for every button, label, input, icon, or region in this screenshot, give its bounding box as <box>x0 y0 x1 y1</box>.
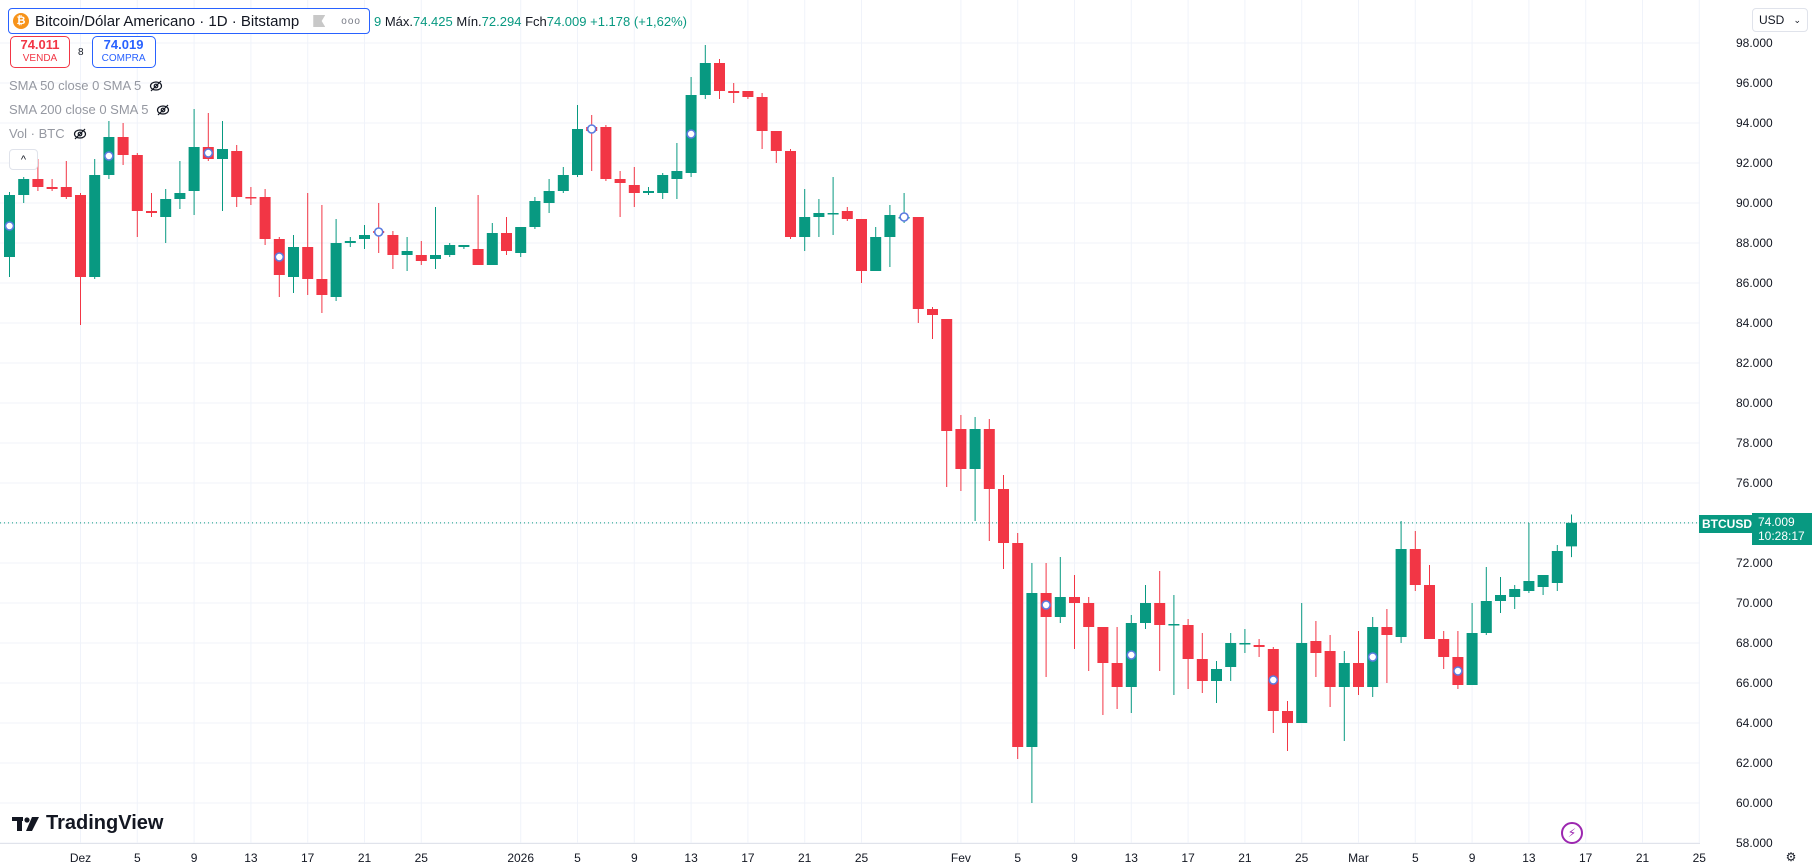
time-tick-label: 13 <box>244 851 258 865</box>
change-value: +1.178 (+1,62%) <box>590 13 687 29</box>
chevron-up-icon: ^ <box>20 153 27 166</box>
time-tick-label: 17 <box>741 851 755 865</box>
symbol-title: Bitcoin/Dólar Americano · 1D · Bitstamp <box>35 12 300 30</box>
time-tick-label: 25 <box>1692 851 1706 865</box>
open-value-partial: 9 <box>373 13 382 29</box>
price-tick-label: 82.000 <box>1736 356 1773 370</box>
eye-off-icon[interactable] <box>73 127 87 141</box>
buy-label: COMPRA <box>101 53 146 64</box>
close-value: 74.009 <box>546 13 587 29</box>
price-tick-label: 70.000 <box>1736 596 1773 610</box>
indicator-label: SMA 200 close 0 SMA 5 <box>9 102 149 117</box>
logo-text: TradingView <box>46 812 164 834</box>
price-tick-label: 64.000 <box>1736 716 1773 730</box>
flag-icon[interactable] <box>313 15 326 27</box>
price-tick-label: 90.000 <box>1736 196 1773 210</box>
time-tick-label: 13 <box>1522 851 1536 865</box>
currency-dropdown[interactable]: USD ⌄ <box>1752 8 1808 32</box>
tradingview-logo[interactable]: TradingView <box>12 812 163 835</box>
time-tick-label: 5 <box>133 851 141 865</box>
tradingview-logo-icon <box>12 816 39 831</box>
time-tick-label: 25 <box>1295 851 1309 865</box>
price-tick-label: 62.000 <box>1736 756 1773 770</box>
ohlc-values: 9 Máx.74.425 Mín.72.294 Fch74.009 +1.178… <box>374 14 687 29</box>
bolt-glyph: ⚡ <box>1567 826 1577 840</box>
currency-label: USD <box>1759 13 1785 27</box>
price-tick-label: 84.000 <box>1736 316 1773 330</box>
time-tick-label: 2026 <box>507 851 535 865</box>
indicator-label: SMA 50 close 0 SMA 5 <box>9 78 142 93</box>
price-tick-label: 86.000 <box>1736 276 1773 290</box>
time-tick-label: Mar <box>1348 851 1369 865</box>
price-tick-label: 96.000 <box>1736 76 1773 90</box>
collapse-legend-button[interactable]: ^ <box>9 149 38 170</box>
time-tick-label: 9 <box>1071 851 1078 865</box>
eye-off-icon[interactable] <box>149 79 163 93</box>
chart-legend: ₿ Bitcoin/Dólar Americano · 1D · Bitstam… <box>8 8 687 34</box>
time-tick-label: 21 <box>1635 851 1650 865</box>
trade-buttons: 74.011 VENDA 8 74.019 COMPRA <box>10 36 156 68</box>
gear-glyph: ⚙ <box>1785 850 1797 864</box>
price-tick-label: 60.000 <box>1736 796 1773 810</box>
indicator-sma200[interactable]: SMA 200 close 0 SMA 5 <box>9 102 170 117</box>
buy-price: 74.019 <box>103 37 144 52</box>
price-tick-label: 94.000 <box>1736 116 1773 130</box>
time-tick-label: 13 <box>684 851 698 865</box>
price-tick-label: 76.000 <box>1736 476 1773 490</box>
time-tick-label: 13 <box>1124 851 1138 865</box>
time-tick-label: 21 <box>798 851 812 865</box>
time-tick-label: 9 <box>630 851 638 865</box>
chevron-down-icon: ⌄ <box>1793 14 1801 25</box>
time-tick-label: 17 <box>1181 851 1195 865</box>
high-label: Máx. <box>384 13 413 29</box>
indicator-volume[interactable]: Vol · BTC <box>9 126 87 141</box>
symbol-selector[interactable]: ₿ Bitcoin/Dólar Americano · 1D · Bitstam… <box>8 8 370 34</box>
price-tick-label: 98.000 <box>1736 36 1773 50</box>
time-tick-label: 17 <box>1579 851 1593 865</box>
time-tick-label: 9 <box>190 851 198 865</box>
time-tick-label: 17 <box>301 851 315 865</box>
sell-price: 74.011 <box>20 37 60 52</box>
sell-button[interactable]: 74.011 VENDA <box>10 36 70 68</box>
time-tick-label: 21 <box>357 851 372 865</box>
time-tick-label: 5 <box>574 851 581 865</box>
time-tick-label: 25 <box>854 851 869 865</box>
buy-button[interactable]: 74.019 COMPRA <box>91 36 156 68</box>
price-tick-label: 88.000 <box>1736 236 1773 250</box>
lightning-icon[interactable]: ⚡ <box>1561 822 1583 844</box>
time-tick-label: 9 <box>1468 851 1476 865</box>
chart-settings-icon[interactable]: ⚙ <box>1783 850 1799 864</box>
spread-value: 8 <box>78 46 84 58</box>
price-tick-label: 78.000 <box>1736 436 1773 450</box>
time-tick-label: Dez <box>69 851 92 865</box>
low-value: 72.294 <box>481 13 522 29</box>
eye-off-icon[interactable] <box>156 103 170 117</box>
price-tick-label: 68.000 <box>1736 636 1773 650</box>
bar-countdown: 10:28:17 <box>1758 529 1805 543</box>
symbol-price-tag: BTCUSD <box>1699 515 1755 533</box>
bitcoin-icon: ₿ <box>13 13 29 29</box>
more-icon[interactable]: ooo <box>341 15 361 27</box>
sell-label: VENDA <box>22 53 58 64</box>
time-tick-label: 21 <box>1238 851 1252 865</box>
last-price-tag: 74.009 10:28:17 <box>1752 513 1812 545</box>
high-value: 74.425 <box>412 13 453 29</box>
price-tick-label: 66.000 <box>1736 676 1773 690</box>
time-tick-label: 5 <box>1014 851 1022 865</box>
time-tick-label: 25 <box>414 851 428 865</box>
price-tick-label: 72.000 <box>1736 556 1773 570</box>
indicator-label: Vol · BTC <box>9 126 65 141</box>
price-tick-label: 58.000 <box>1736 836 1773 850</box>
time-tick-label: Fev <box>950 851 971 865</box>
low-label: Mín. <box>456 13 482 29</box>
price-tick-label: 80.000 <box>1736 396 1773 410</box>
time-tick-label: 5 <box>1411 851 1419 865</box>
last-price-value: 74.009 <box>1758 515 1795 529</box>
indicator-sma50[interactable]: SMA 50 close 0 SMA 5 <box>9 78 163 93</box>
price-tick-label: 92.000 <box>1736 156 1773 170</box>
close-label: Fch <box>525 13 547 29</box>
